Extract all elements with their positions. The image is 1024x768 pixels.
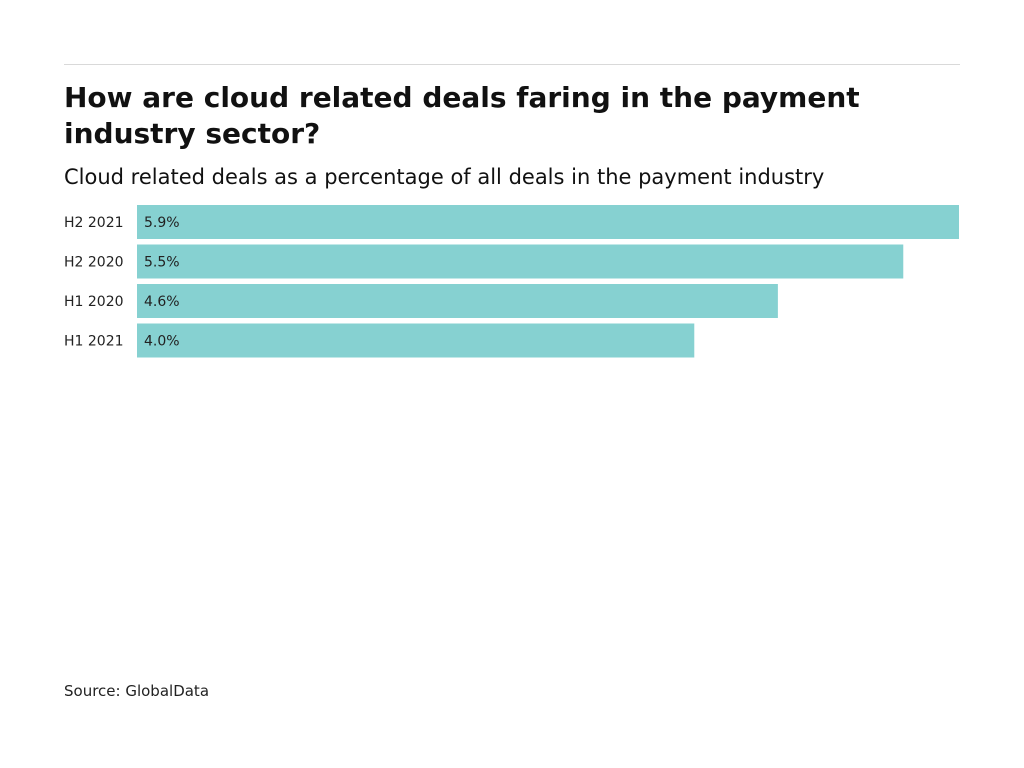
- bar: [137, 284, 778, 318]
- value-label: 4.0%: [144, 334, 180, 350]
- bar-row: H1 2021 4.0%: [64, 323, 695, 358]
- bar: [137, 323, 695, 358]
- top-divider: [64, 64, 960, 65]
- category-label: H1 2020: [64, 294, 124, 310]
- category-label: H2 2020: [64, 255, 124, 271]
- chart-title: How are cloud related deals faring in th…: [64, 81, 860, 150]
- bar: [137, 244, 904, 279]
- value-label: 5.5%: [144, 255, 180, 271]
- bar-row: H2 2020 5.5%: [64, 244, 904, 279]
- category-label: H2 2021: [64, 215, 124, 231]
- bar-row: H2 2021 5.9%: [64, 205, 959, 239]
- value-label: 5.9%: [144, 215, 180, 231]
- value-label: 4.6%: [144, 294, 180, 310]
- source-note: Source: GlobalData: [64, 682, 210, 700]
- chart-subtitle: Cloud related deals as a percentage of a…: [64, 165, 825, 189]
- category-label: H1 2021: [64, 334, 124, 350]
- bar: [137, 205, 959, 239]
- bar-row: H1 2020 4.6%: [64, 284, 778, 318]
